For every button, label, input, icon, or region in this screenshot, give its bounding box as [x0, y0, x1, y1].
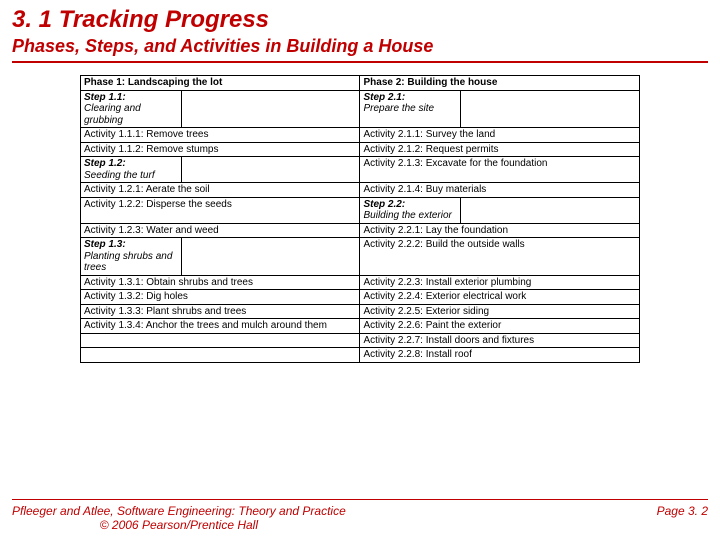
table-cell: Activity 2.2.4: Exterior electrical work	[360, 290, 640, 305]
table-row: Activity 1.1.1: Remove treesActivity 2.1…	[81, 128, 640, 143]
table-row: Activity 1.3.3: Plant shrubs and treesAc…	[81, 304, 640, 319]
table-row: Activity 2.2.7: Install doors and fixtur…	[81, 333, 640, 348]
slide-subtitle: Phases, Steps, and Activities in Buildin…	[0, 36, 720, 61]
footer-source: Pfleeger and Atlee, Software Engineering…	[12, 504, 346, 518]
table-cell: Step 1.2:Seeding the turf	[81, 157, 182, 183]
table-row: Step 1.3:Planting shrubs and trees Activi…	[81, 238, 640, 276]
table-cell: Activity 2.1.2: Request permits	[360, 142, 640, 157]
table-row: Activity 1.3.4: Anchor the trees and mul…	[81, 319, 640, 334]
table-cell: Phase 1: Landscaping the lot	[81, 76, 360, 91]
table-cell: Activity 2.1.4: Buy materials	[360, 183, 640, 198]
table-cell: Activity 2.2.3: Install exterior plumbin…	[360, 275, 640, 290]
table-cell: Activity 1.3.4: Anchor the trees and mul…	[81, 319, 360, 334]
table-row: Phase 1: Landscaping the lotPhase 2: Bui…	[81, 76, 640, 91]
table-row: Activity 1.3.1: Obtain shrubs and treesA…	[81, 275, 640, 290]
table-cell	[181, 157, 360, 183]
table-cell: Activity 2.2.8: Install roof	[360, 348, 640, 363]
table-row: Activity 1.2.3: Water and weedActivity 2…	[81, 223, 640, 238]
table-cell	[81, 348, 360, 363]
table-cell: Activity 1.2.2: Disperse the seeds	[81, 197, 360, 223]
header-divider	[12, 61, 708, 63]
table-cell	[461, 90, 640, 128]
table-row: Activity 1.2.2: Disperse the seedsStep 2…	[81, 197, 640, 223]
table-cell: Step 1.1:Clearing and grubbing	[81, 90, 182, 128]
table-cell: Activity 1.2.1: Aerate the soil	[81, 183, 360, 198]
table-cell	[181, 238, 360, 276]
table-cell: Activity 2.2.6: Paint the exterior	[360, 319, 640, 334]
table-row: Activity 2.2.8: Install roof	[81, 348, 640, 363]
table-cell: Activity 1.2.3: Water and weed	[81, 223, 360, 238]
table-row: Step 1.2:Seeding the turf Activity 2.1.3:…	[81, 157, 640, 183]
slide-footer: Pfleeger and Atlee, Software Engineering…	[0, 499, 720, 532]
table-row: Activity 1.3.2: Dig holesActivity 2.2.4:…	[81, 290, 640, 305]
table-cell: Activity 1.1.1: Remove trees	[81, 128, 360, 143]
page-number: Page 3. 2	[657, 504, 708, 532]
table-cell: Activity 2.2.7: Install doors and fixtur…	[360, 333, 640, 348]
table-cell: Activity 1.3.1: Obtain shrubs and trees	[81, 275, 360, 290]
slide-title: 3. 1 Tracking Progress	[0, 0, 720, 36]
footer-source-block: Pfleeger and Atlee, Software Engineering…	[12, 504, 346, 532]
table-cell: Activity 2.2.1: Lay the foundation	[360, 223, 640, 238]
table-cell: Activity 2.1.3: Excavate for the foundat…	[360, 157, 640, 183]
footer-divider	[12, 499, 708, 500]
table-row: Activity 1.1.2: Remove stumpsActivity 2.…	[81, 142, 640, 157]
table-cell	[181, 90, 360, 128]
table-cell: Step 2.2:Building the exterior	[360, 197, 461, 223]
phases-table-container: Phase 1: Landscaping the lotPhase 2: Bui…	[80, 75, 640, 363]
table-cell: Activity 1.3.3: Plant shrubs and trees	[81, 304, 360, 319]
phases-table: Phase 1: Landscaping the lotPhase 2: Bui…	[80, 75, 640, 363]
table-cell: Activity 2.2.5: Exterior siding	[360, 304, 640, 319]
table-cell: Activity 1.1.2: Remove stumps	[81, 142, 360, 157]
table-cell: Activity 2.1.1: Survey the land	[360, 128, 640, 143]
table-row: Activity 1.2.1: Aerate the soilActivity …	[81, 183, 640, 198]
table-cell: Activity 2.2.2: Build the outside walls	[360, 238, 640, 276]
table-cell	[81, 333, 360, 348]
table-row: Step 1.1:Clearing and grubbing Step 2.1:P…	[81, 90, 640, 128]
footer-copyright: © 2006 Pearson/Prentice Hall	[12, 518, 346, 532]
table-cell: Activity 1.3.2: Dig holes	[81, 290, 360, 305]
table-cell: Phase 2: Building the house	[360, 76, 640, 91]
table-cell: Step 1.3:Planting shrubs and trees	[81, 238, 182, 276]
table-cell	[461, 197, 640, 223]
table-cell: Step 2.1:Prepare the site	[360, 90, 461, 128]
